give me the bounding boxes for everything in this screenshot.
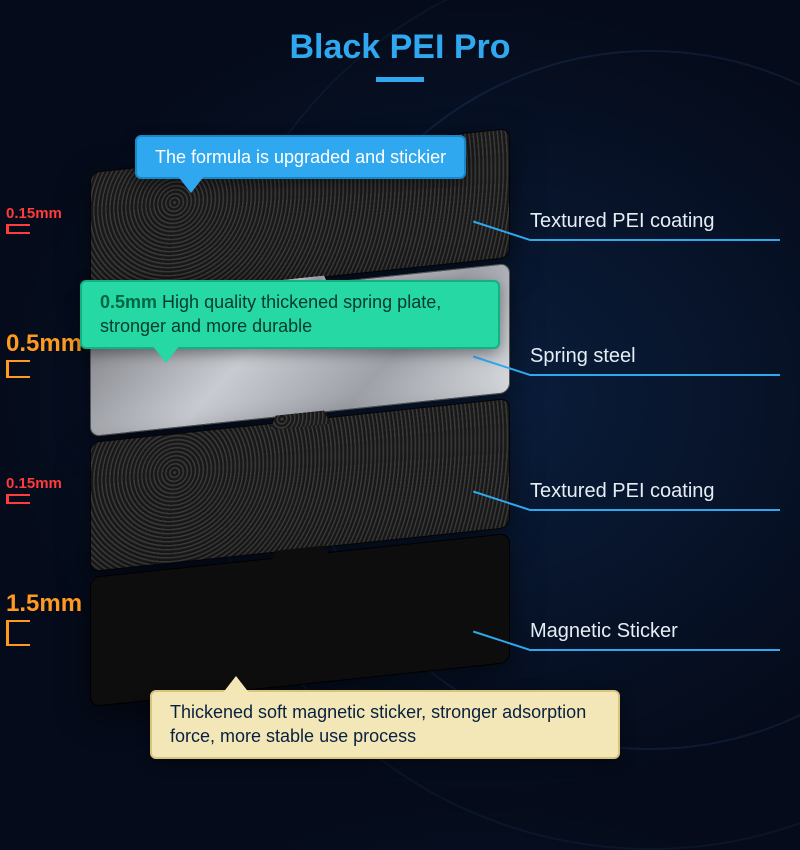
thickness-label-1: 0.15mm [6, 205, 62, 234]
thickness-value: 0.15mm [6, 475, 62, 492]
diagram-stage: 0.15mm 0.5mm 0.15mm 1.5mm Textured PEI c… [0, 120, 800, 740]
layer-label-1: Textured PEI coating [530, 210, 780, 241]
thickness-label-3: 0.15mm [6, 475, 62, 504]
callout-text: The formula is upgraded and stickier [155, 147, 446, 167]
callout-bottom: Thickened soft magnetic sticker, stronge… [150, 690, 620, 759]
thickness-label-4: 1.5mm [6, 590, 82, 646]
callout-top: The formula is upgraded and stickier [135, 135, 466, 179]
layer-label-4: Magnetic Sticker [530, 620, 780, 651]
layer-label-3: Textured PEI coating [530, 480, 780, 511]
layer-label-2: Spring steel [530, 345, 780, 376]
thickness-label-2: 0.5mm [6, 330, 82, 378]
callout-text: Thickened soft magnetic sticker, stronge… [170, 702, 586, 746]
title-underline [376, 77, 424, 82]
thickness-value: 0.15mm [6, 205, 62, 222]
callout-bold: 0.5mm [100, 292, 157, 312]
thickness-value: 0.5mm [6, 330, 82, 357]
page-title: Black PEI Pro [0, 0, 800, 67]
callout-mid: 0.5mm High quality thickened spring plat… [80, 280, 500, 349]
thickness-value: 1.5mm [6, 590, 82, 617]
